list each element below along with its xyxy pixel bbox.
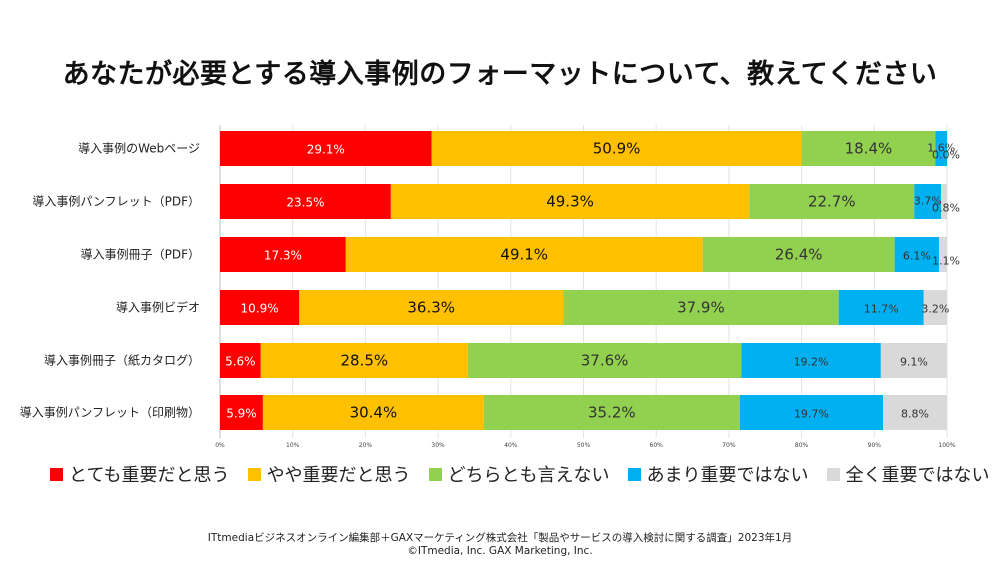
x-tick-label: 30% [431, 442, 445, 449]
bar-segment [220, 184, 391, 219]
data-label: 23.5% [286, 196, 324, 210]
bar-segment [894, 237, 940, 272]
data-label: 3.7% [914, 195, 942, 208]
bar-segment [923, 290, 947, 325]
legend-label: どちらとも言えない [447, 465, 610, 486]
bar-segment [467, 343, 742, 378]
bar-segment [749, 184, 915, 219]
bar-segment [838, 290, 924, 325]
bar-segment [431, 131, 802, 166]
copyright-note: ©ITmedia, Inc. GAX Marketing, Inc. [407, 545, 593, 557]
bar-segment [739, 395, 884, 430]
legend-item-very-important: とても重要だと思う [50, 461, 230, 487]
data-label: 17.3% [264, 249, 302, 263]
source-note: ITtmediaビジネスオンライン編集部＋GAXマーケティング株式会社「製品やサ… [207, 532, 793, 544]
bar-segment [220, 131, 432, 166]
data-label: 26.4% [775, 246, 823, 264]
legend-swatch [826, 467, 840, 481]
bar-segment [483, 395, 740, 430]
legend-label: とても重要だと思う [69, 465, 230, 486]
bar-segment [801, 131, 936, 166]
data-label: 5.6% [225, 355, 256, 369]
data-label: 30.4% [350, 404, 398, 422]
legend-label: 全く重要ではない [845, 465, 990, 486]
bar-segment [345, 237, 703, 272]
bar-segment [390, 184, 750, 219]
data-label: 19.2% [794, 356, 829, 369]
x-tick-label: 40% [504, 442, 518, 449]
x-tick-label: 70% [722, 442, 736, 449]
legend-swatch [627, 467, 641, 481]
x-tick-label: 50% [577, 442, 591, 449]
bar-segment [220, 343, 261, 378]
bar-segment [220, 290, 300, 325]
bar-segment [260, 343, 468, 378]
data-label: 9.1% [900, 356, 928, 369]
legend-item-somewhat-important: やや重要だと思う [247, 461, 411, 487]
category-label: 導入事例冊子（紙カタログ） [44, 353, 200, 368]
x-tick-label: 20% [359, 442, 373, 449]
data-label: 0.0% [932, 149, 960, 162]
data-label: 49.3% [546, 193, 594, 211]
chart-legend: とても重要だと思う やや重要だと思う どちらとも言えない あまり重要ではない 全… [50, 461, 990, 487]
x-tick-label: 0% [215, 442, 225, 449]
category-label: 導入事例パンフレット（印刷物） [20, 406, 200, 420]
legend-swatch [50, 467, 63, 481]
bar-segment [880, 343, 947, 378]
data-label: 0.8% [932, 202, 960, 215]
data-label: 36.3% [407, 299, 455, 317]
data-label: 8.8% [901, 408, 929, 421]
data-label: 1.6% [927, 142, 955, 155]
data-label: 18.4% [845, 140, 893, 158]
legend-item-not-very-important: あまり重要ではない [627, 461, 809, 487]
data-label: 6.1% [903, 250, 931, 263]
x-tick-label: 80% [795, 442, 809, 449]
bar-segment [702, 237, 895, 272]
data-label: 37.9% [677, 299, 725, 317]
legend-swatch [428, 467, 442, 481]
legend-item-neutral: どちらとも言えない [428, 461, 610, 487]
bar-segment [220, 395, 263, 430]
x-tick-label: 10% [286, 442, 300, 449]
bar-segment [741, 343, 881, 378]
bar-segment [935, 131, 947, 166]
legend-label: やや重要だと思う [266, 465, 411, 486]
legend-label: あまり重要ではない [646, 465, 809, 486]
bar-segment [914, 184, 942, 219]
x-tick-label: 90% [868, 442, 882, 449]
data-label: 3.2% [921, 303, 949, 316]
data-label: 10.9% [241, 302, 279, 316]
chart-title: あなたが必要とする導入事例のフォーマットについて、教えてください [62, 59, 938, 90]
legend-item-not-important-at-all: 全く重要ではない [826, 461, 990, 487]
bar-segment [939, 237, 947, 272]
data-label: 35.2% [588, 404, 636, 422]
bar-segment [883, 395, 947, 430]
category-label: 導入事例冊子（PDF） [81, 248, 200, 262]
category-label: 導入事例ビデオ [116, 300, 200, 315]
bar-segment [262, 395, 484, 430]
bar-segment [563, 290, 839, 325]
data-label: 29.1% [307, 143, 345, 157]
data-label: 50.9% [593, 140, 641, 158]
data-label: 28.5% [340, 352, 388, 370]
bar-segment [299, 290, 564, 325]
x-tick-label: 60% [650, 442, 664, 449]
bar-segment [941, 184, 947, 219]
data-label: 49.1% [500, 246, 548, 264]
legend-swatch [247, 467, 261, 481]
data-label: 5.9% [226, 407, 257, 421]
category-label: 導入事例のWebページ [78, 142, 200, 156]
data-label: 37.6% [581, 352, 629, 370]
category-label: 導入事例パンフレット（PDF） [32, 195, 200, 209]
data-label: 19.7% [794, 408, 829, 421]
data-label: 1.1% [932, 255, 960, 268]
x-tick-label: 100% [938, 442, 955, 449]
bar-segment [220, 237, 346, 272]
data-label: 22.7% [808, 193, 856, 211]
data-label: 11.7% [864, 303, 899, 316]
